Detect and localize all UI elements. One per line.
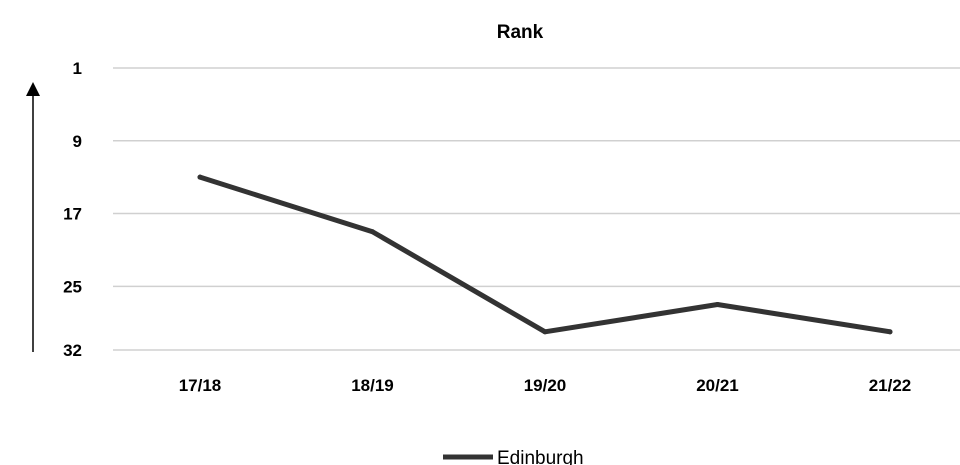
y-tick-label: 9 xyxy=(73,132,82,151)
x-axis-tick-labels: 17/18 18/19 19/20 20/21 21/22 xyxy=(179,376,912,395)
series-layer xyxy=(197,174,893,335)
series-line-edinburgh xyxy=(197,174,893,335)
data-point xyxy=(370,229,375,235)
y-tick-label: 25 xyxy=(63,277,82,296)
x-tick-label: 18/19 xyxy=(351,376,394,395)
data-point xyxy=(715,302,720,308)
x-tick-label: 19/20 xyxy=(524,376,567,395)
data-point xyxy=(197,174,203,180)
data-point xyxy=(887,329,893,335)
y-tick-label: 17 xyxy=(63,205,82,224)
x-tick-label: 21/22 xyxy=(869,376,912,395)
x-tick-label: 20/21 xyxy=(696,376,739,395)
chart-title: Rank xyxy=(497,22,544,43)
data-point xyxy=(542,329,548,335)
y-tick-label: 1 xyxy=(73,59,82,78)
y-tick-label: 32 xyxy=(63,341,82,360)
legend-label-edinburgh: Edinburgh xyxy=(497,448,584,465)
y-axis-tick-labels: 1 9 17 25 32 xyxy=(63,59,82,360)
x-tick-label: 17/18 xyxy=(179,376,222,395)
gridlines xyxy=(113,67,960,351)
legend: Edinburgh xyxy=(443,448,584,465)
y-axis-arrow xyxy=(26,82,40,352)
y-axis-arrow-head xyxy=(26,82,40,96)
